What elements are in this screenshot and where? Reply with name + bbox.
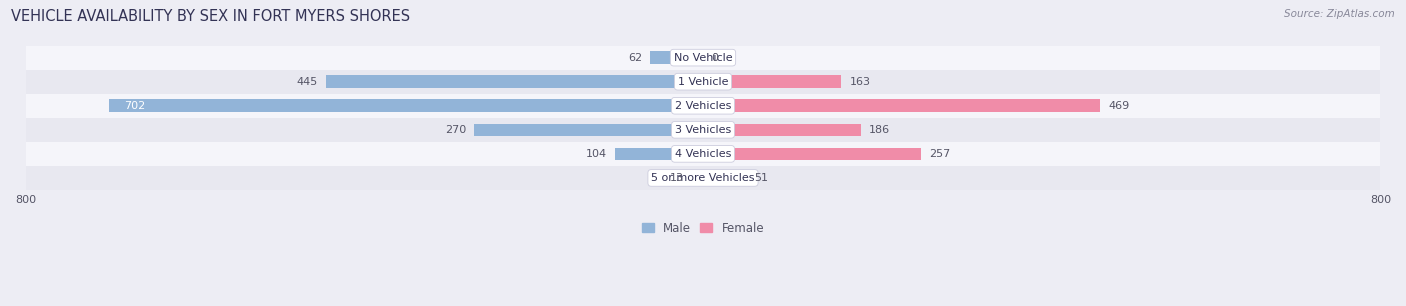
- Text: 163: 163: [849, 77, 870, 87]
- Text: Source: ZipAtlas.com: Source: ZipAtlas.com: [1284, 9, 1395, 19]
- Text: 51: 51: [755, 173, 769, 183]
- Text: VEHICLE AVAILABILITY BY SEX IN FORT MYERS SHORES: VEHICLE AVAILABILITY BY SEX IN FORT MYER…: [11, 9, 411, 24]
- Text: 445: 445: [297, 77, 318, 87]
- Text: 469: 469: [1108, 101, 1130, 111]
- Text: 257: 257: [929, 149, 950, 159]
- Bar: [703, 51, 716, 64]
- Bar: [25, 166, 1381, 190]
- Text: 4 Vehicles: 4 Vehicles: [675, 149, 731, 159]
- Text: No Vehicle: No Vehicle: [673, 53, 733, 63]
- Text: 62: 62: [628, 53, 643, 63]
- Bar: [25, 46, 1381, 70]
- Legend: Male, Female: Male, Female: [641, 222, 765, 235]
- Text: 1 Vehicle: 1 Vehicle: [678, 77, 728, 87]
- Text: 2 Vehicles: 2 Vehicles: [675, 101, 731, 111]
- Text: 13: 13: [669, 173, 683, 183]
- Bar: [703, 147, 921, 160]
- Bar: [25, 142, 1381, 166]
- Bar: [703, 124, 860, 136]
- Bar: [474, 124, 703, 136]
- Bar: [651, 51, 703, 64]
- Text: 186: 186: [869, 125, 890, 135]
- Bar: [614, 147, 703, 160]
- Bar: [703, 76, 841, 88]
- Text: 104: 104: [585, 149, 606, 159]
- Bar: [108, 99, 703, 112]
- Bar: [326, 76, 703, 88]
- Bar: [25, 70, 1381, 94]
- Text: 5 or more Vehicles: 5 or more Vehicles: [651, 173, 755, 183]
- Bar: [703, 99, 1099, 112]
- Text: 0: 0: [711, 53, 718, 63]
- Bar: [703, 172, 747, 184]
- Text: 270: 270: [444, 125, 465, 135]
- Bar: [25, 118, 1381, 142]
- Bar: [25, 94, 1381, 118]
- Text: 3 Vehicles: 3 Vehicles: [675, 125, 731, 135]
- Bar: [692, 172, 703, 184]
- Text: 702: 702: [124, 101, 145, 111]
